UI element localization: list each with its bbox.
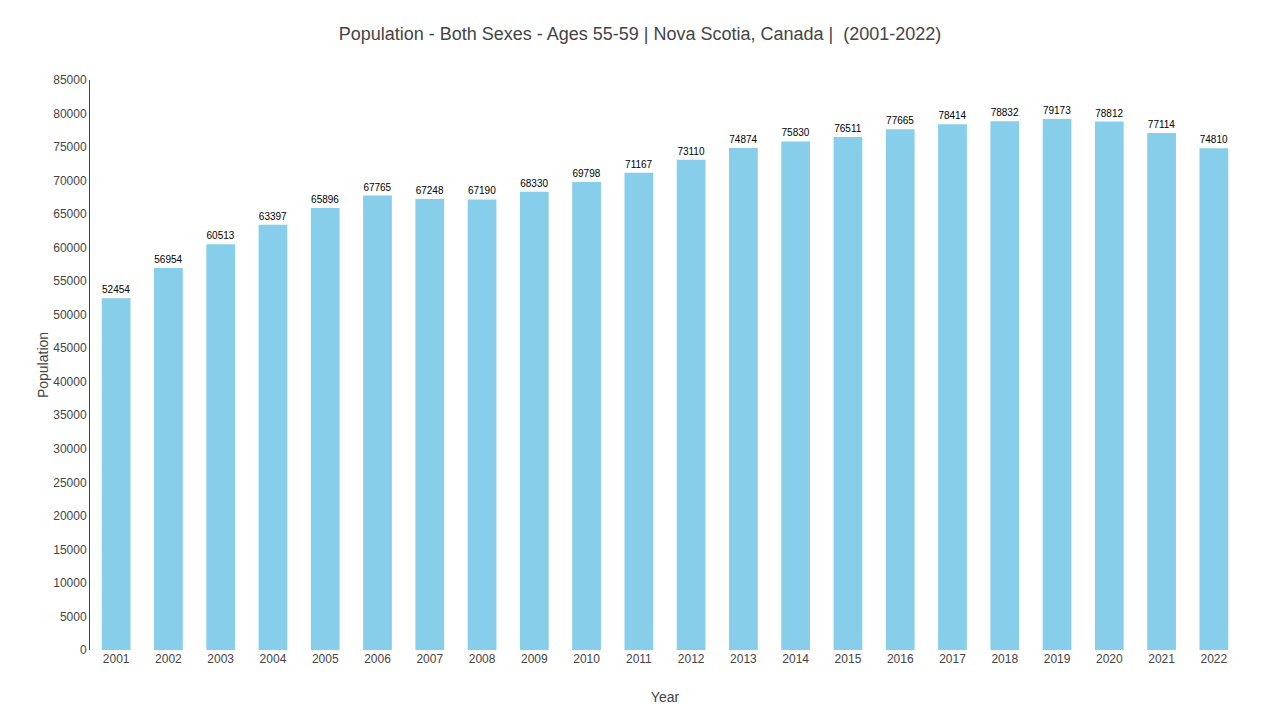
svg-text:2010: 2010 — [573, 652, 600, 666]
svg-text:2008: 2008 — [469, 652, 496, 666]
svg-text:0: 0 — [80, 643, 87, 657]
svg-text:85000: 85000 — [53, 73, 87, 87]
svg-text:5000: 5000 — [60, 610, 87, 624]
svg-text:80000: 80000 — [53, 107, 87, 121]
svg-text:2013: 2013 — [730, 652, 757, 666]
svg-text:79173: 79173 — [1043, 105, 1071, 116]
svg-text:2001: 2001 — [103, 652, 130, 666]
svg-text:73110: 73110 — [677, 146, 705, 157]
svg-text:2006: 2006 — [364, 652, 391, 666]
svg-text:75000: 75000 — [53, 140, 87, 154]
svg-text:2012: 2012 — [678, 652, 705, 666]
svg-text:77665: 77665 — [886, 115, 914, 126]
svg-text:67190: 67190 — [468, 185, 496, 196]
svg-text:78832: 78832 — [991, 107, 1019, 118]
svg-text:2002: 2002 — [155, 652, 182, 666]
svg-text:20000: 20000 — [53, 509, 87, 523]
svg-text:65896: 65896 — [311, 194, 339, 205]
svg-text:2020: 2020 — [1096, 652, 1123, 666]
svg-text:35000: 35000 — [53, 408, 87, 422]
svg-text:15000: 15000 — [53, 543, 87, 557]
svg-text:2004: 2004 — [260, 652, 287, 666]
svg-text:2017: 2017 — [939, 652, 966, 666]
svg-text:78414: 78414 — [938, 110, 966, 121]
svg-text:2003: 2003 — [207, 652, 234, 666]
svg-text:45000: 45000 — [53, 341, 87, 355]
svg-text:70000: 70000 — [53, 174, 87, 188]
svg-text:69798: 69798 — [572, 168, 600, 179]
svg-text:56954: 56954 — [154, 254, 182, 265]
svg-text:2005: 2005 — [312, 652, 339, 666]
svg-text:71167: 71167 — [625, 159, 653, 170]
svg-text:2015: 2015 — [835, 652, 862, 666]
svg-text:2009: 2009 — [521, 652, 548, 666]
svg-text:60000: 60000 — [53, 241, 87, 255]
svg-text:60513: 60513 — [207, 230, 235, 241]
svg-text:55000: 55000 — [53, 274, 87, 288]
svg-text:Year: Year — [651, 689, 680, 705]
svg-text:50000: 50000 — [53, 308, 87, 322]
svg-text:Population - Both Sexes - Ages: Population - Both Sexes - Ages 55-59 | N… — [339, 24, 942, 44]
svg-text:63397: 63397 — [259, 211, 287, 222]
svg-text:2014: 2014 — [782, 652, 809, 666]
svg-text:2019: 2019 — [1044, 652, 1071, 666]
svg-text:67765: 67765 — [363, 182, 391, 193]
svg-text:40000: 40000 — [53, 375, 87, 389]
svg-text:25000: 25000 — [53, 476, 87, 490]
svg-text:75830: 75830 — [782, 127, 810, 138]
svg-text:10000: 10000 — [53, 576, 87, 590]
svg-text:74874: 74874 — [729, 134, 757, 145]
svg-text:68330: 68330 — [520, 178, 548, 189]
svg-text:2007: 2007 — [416, 652, 443, 666]
svg-text:2021: 2021 — [1148, 652, 1175, 666]
svg-text:30000: 30000 — [53, 442, 87, 456]
svg-text:76511: 76511 — [834, 123, 862, 134]
svg-text:77114: 77114 — [1148, 119, 1176, 130]
svg-text:2022: 2022 — [1201, 652, 1228, 666]
svg-text:74810: 74810 — [1200, 134, 1228, 145]
svg-text:2016: 2016 — [887, 652, 914, 666]
svg-text:65000: 65000 — [53, 207, 87, 221]
svg-text:78812: 78812 — [1095, 108, 1123, 119]
svg-text:2018: 2018 — [991, 652, 1018, 666]
svg-text:67248: 67248 — [416, 185, 444, 196]
svg-text:52454: 52454 — [102, 284, 130, 295]
svg-text:2011: 2011 — [626, 652, 652, 666]
svg-text:Population: Population — [35, 332, 51, 398]
